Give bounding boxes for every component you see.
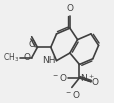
Text: CH$_3$: CH$_3$	[3, 52, 19, 64]
Text: O: O	[91, 78, 98, 87]
Text: $^-$O: $^-$O	[63, 89, 79, 100]
Text: NH: NH	[42, 56, 56, 65]
Text: N$^+$: N$^+$	[80, 72, 94, 84]
Text: O: O	[66, 4, 73, 13]
Text: O: O	[28, 40, 35, 49]
Text: O: O	[23, 53, 30, 62]
Text: $^-$O: $^-$O	[51, 72, 67, 83]
